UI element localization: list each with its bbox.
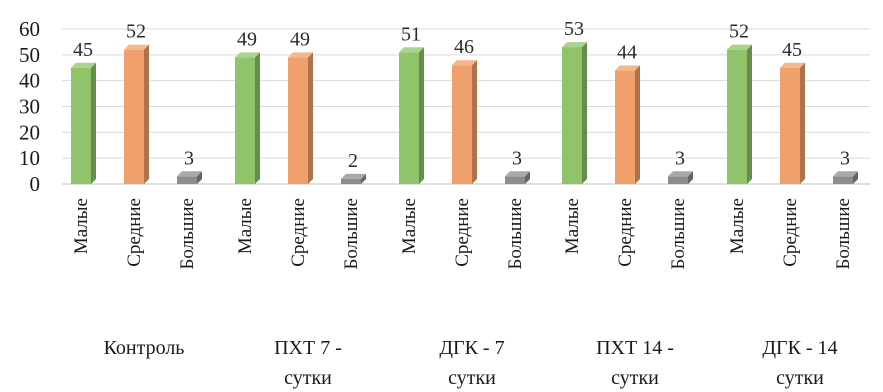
category-label: Большие	[177, 198, 198, 270]
y-tick-label: 60	[19, 17, 40, 41]
y-tick-label: 20	[19, 120, 40, 144]
data-label: 52	[126, 21, 146, 43]
category-label: Большие	[668, 198, 689, 270]
category-labels: Малые Средние Большие Малые Средние Большие Ма…	[71, 198, 854, 270]
bar	[727, 44, 752, 184]
group-label: сутки	[776, 367, 824, 389]
bar	[399, 47, 424, 184]
data-label: 46	[454, 36, 474, 58]
category-label: Малые	[71, 198, 92, 254]
bar	[562, 42, 587, 185]
data-label: 51	[401, 23, 421, 45]
category-label: Малые	[399, 198, 420, 254]
bar	[668, 171, 693, 184]
category-label: Средние	[780, 198, 801, 267]
bar	[505, 171, 530, 184]
bars	[71, 42, 858, 185]
data-label: 49	[290, 28, 310, 50]
y-tick-label: 0	[30, 172, 41, 196]
y-tick-label: 30	[19, 95, 40, 119]
category-label: Средние	[615, 198, 636, 267]
bar	[235, 52, 260, 184]
category-label: Малые	[235, 198, 256, 254]
data-labels: 45 52 3 49 49 2 51 46 3 53 44 3 52 45 3	[73, 18, 850, 172]
group-labels: Контроль ПХТ 7 - сутки ДГК - 7 сутки ПХТ 14 -…	[104, 337, 838, 389]
bar	[615, 65, 640, 184]
group-label: ДГК - 14	[762, 337, 837, 359]
data-label: 45	[73, 39, 93, 61]
data-label: 3	[512, 147, 522, 169]
bar	[124, 44, 149, 184]
bar	[288, 52, 313, 184]
data-label: 2	[348, 150, 358, 172]
bar	[780, 62, 805, 184]
data-label: 3	[840, 147, 850, 169]
bar	[177, 171, 202, 184]
data-label: 3	[184, 147, 194, 169]
bar	[833, 171, 858, 184]
group-label: сутки	[611, 367, 659, 389]
group-label: сутки	[448, 367, 496, 389]
data-label: 53	[564, 18, 584, 40]
bar	[71, 62, 96, 184]
bar	[341, 173, 366, 184]
bar	[452, 60, 477, 184]
group-label: ПХТ 7 -	[274, 337, 342, 359]
category-label: Малые	[727, 198, 748, 254]
data-label: 3	[675, 147, 685, 169]
category-label: Средние	[452, 198, 473, 267]
category-label: Средние	[288, 198, 309, 267]
group-label: Контроль	[104, 337, 185, 359]
data-label: 44	[617, 41, 637, 63]
y-tick-label: 10	[19, 146, 40, 170]
y-tick-label: 40	[19, 69, 40, 93]
category-label: Большие	[833, 198, 854, 270]
category-label: Большие	[341, 198, 362, 270]
category-label: Большие	[505, 198, 526, 270]
data-label: 49	[237, 28, 257, 50]
category-label: Средние	[124, 198, 145, 267]
y-tick-label: 50	[19, 43, 40, 67]
group-label: ДГК - 7	[439, 337, 504, 359]
data-label: 52	[729, 21, 749, 43]
group-label: ПХТ 14 -	[596, 337, 674, 359]
category-label: Малые	[562, 198, 583, 254]
group-label: сутки	[284, 367, 332, 389]
data-label: 45	[782, 39, 802, 61]
